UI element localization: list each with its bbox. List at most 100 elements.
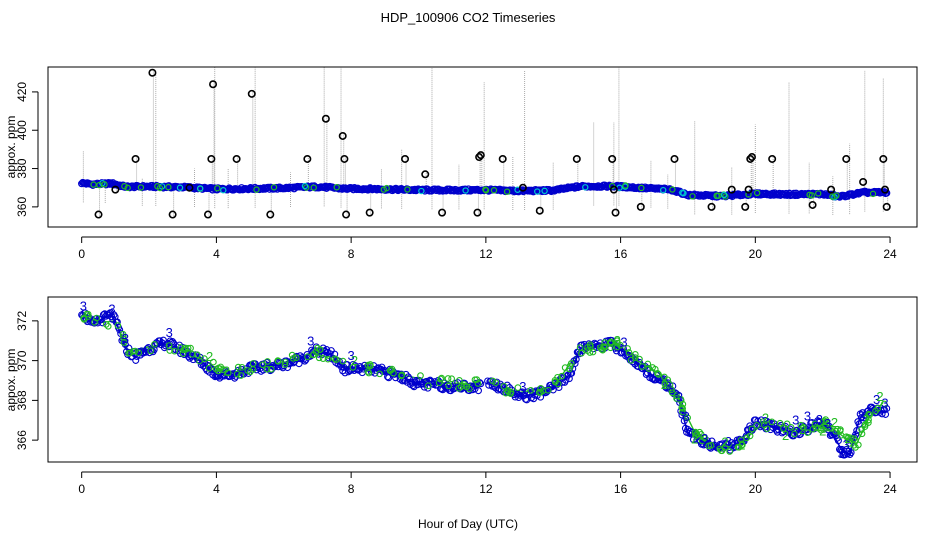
point-label-2: 2 <box>799 422 806 437</box>
outlier-point <box>303 154 312 163</box>
series-point-green <box>654 369 661 377</box>
outlier-point <box>365 208 374 217</box>
series-point-green <box>274 358 282 365</box>
series-point-green <box>151 341 158 348</box>
series-point-green <box>135 349 143 357</box>
series-point-blue <box>536 393 545 401</box>
series-point-blue <box>98 319 106 327</box>
baseline-point <box>722 193 729 200</box>
x-tick-label: 20 <box>749 482 763 496</box>
series-point-green <box>304 353 311 361</box>
point-label-2: 2 <box>721 434 728 449</box>
series-point-green <box>339 357 347 365</box>
outlier-point <box>401 154 410 163</box>
point-label-2: 2 <box>831 415 838 430</box>
series-point-green <box>527 387 535 394</box>
series-point-green <box>753 422 760 429</box>
series-point-blue <box>385 374 393 382</box>
outlier-point <box>438 208 447 217</box>
series-point-green <box>684 414 691 422</box>
series-point-green <box>566 362 574 370</box>
point-label-3: 3 <box>873 392 880 407</box>
outlier-point <box>185 183 194 192</box>
baseline-point <box>720 191 728 199</box>
series-point-green <box>489 377 497 385</box>
series-point-green <box>456 377 463 384</box>
series-point-green <box>288 351 296 359</box>
point-label-3: 3 <box>881 395 888 410</box>
series-point-green <box>800 423 807 431</box>
baseline-point <box>404 186 411 193</box>
series-point-green <box>587 343 594 350</box>
baseline-point <box>638 184 645 192</box>
x-tick-label: 4 <box>213 247 220 261</box>
point-label-2: 2 <box>844 431 851 446</box>
series-point-green <box>627 356 635 364</box>
baseline-point <box>482 187 490 194</box>
series-point-green <box>725 440 732 448</box>
series-point-green <box>576 344 584 351</box>
series-point-green <box>455 384 463 392</box>
point-label-3: 3 <box>804 408 811 423</box>
outlier-point <box>859 177 868 186</box>
series-point-green <box>366 362 374 370</box>
series-point-green <box>551 378 559 386</box>
series-point-green <box>388 365 396 373</box>
series-point-green <box>817 426 825 434</box>
series-point-green <box>837 426 844 433</box>
series-point-green <box>826 424 833 432</box>
series-point-green <box>234 363 242 371</box>
series-point-green <box>791 430 798 438</box>
series-point-green <box>224 369 232 377</box>
series-point-green <box>852 437 859 445</box>
panel-bottom-axes: 0 4 8 12 16 20 24 366 368 370 372 <box>15 311 897 496</box>
series-point-green <box>182 346 189 353</box>
baseline-point <box>869 190 877 198</box>
series-point-blue <box>125 344 133 352</box>
series-point-green <box>726 448 734 455</box>
panel-top-data <box>78 67 891 219</box>
series-point-green <box>210 358 217 366</box>
baseline-point <box>197 185 204 192</box>
y-tick-label: 372 <box>15 311 29 331</box>
outlier-point <box>744 185 753 194</box>
series-point-blue <box>472 379 480 387</box>
series-point-blue <box>143 345 151 353</box>
series-point-green <box>435 379 443 387</box>
point-label-3: 3 <box>519 379 526 394</box>
series-point-green <box>558 372 566 380</box>
baseline-point <box>214 185 221 192</box>
outlier-point <box>842 154 851 163</box>
point-label-3: 3 <box>676 389 683 404</box>
series-point-green <box>264 358 271 365</box>
x-tick-label: 4 <box>213 482 220 496</box>
y-tick-label: 400 <box>15 120 29 140</box>
series-point-green <box>125 349 132 357</box>
point-label-3: 3 <box>80 298 87 313</box>
outlier-point <box>473 208 482 217</box>
series-point-green <box>417 372 424 379</box>
series-point-green <box>319 355 327 362</box>
series-point-green <box>600 344 608 351</box>
baseline-point <box>833 192 840 199</box>
outlier-point <box>881 185 890 194</box>
series-point-green <box>679 405 687 412</box>
outlier-point <box>207 154 216 163</box>
panel-top-axes: 0 4 8 12 16 20 24 360 380 400 420 <box>15 82 897 261</box>
baseline-point <box>534 188 541 195</box>
point-label-2: 2 <box>863 412 870 427</box>
point-label-3: 3 <box>824 416 831 431</box>
outlier-point <box>321 114 330 123</box>
x-tick-label: 24 <box>883 482 897 496</box>
series-point-blue <box>412 376 420 384</box>
point-label-3: 3 <box>762 414 769 429</box>
point-label-2: 2 <box>762 410 769 425</box>
series-point-green <box>613 343 621 351</box>
outlier-point <box>94 210 103 219</box>
baseline-point <box>815 190 822 197</box>
outlier-point <box>131 154 140 163</box>
series-point-blue <box>410 383 418 391</box>
baseline-point <box>303 184 310 191</box>
panel-bottom-ylabel: appox. ppm <box>4 349 18 412</box>
y-tick-label: 368 <box>15 390 29 410</box>
